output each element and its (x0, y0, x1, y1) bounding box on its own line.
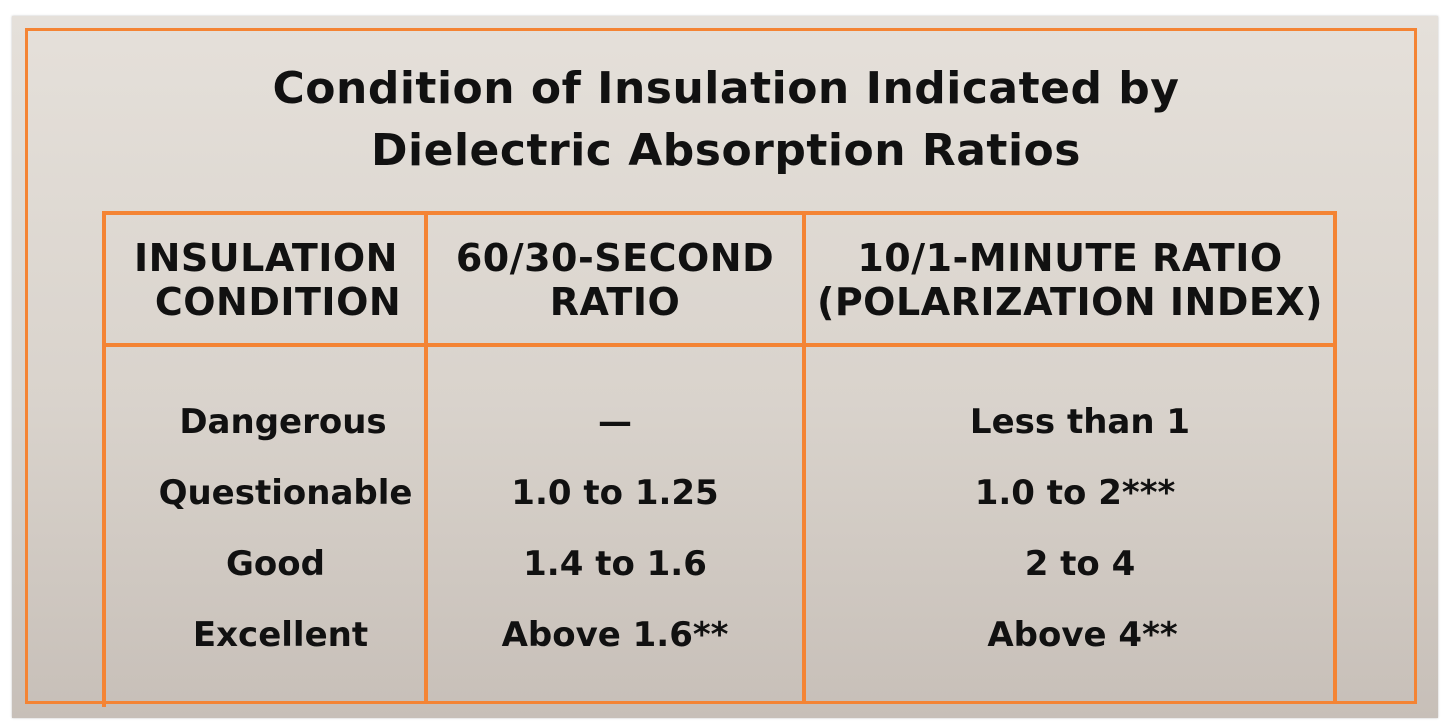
cell-condition-questionable: Questionable (158, 473, 413, 513)
slide-title: Condition of Insulation Indicated by Die… (100, 58, 1352, 182)
cell-condition-good: Good (226, 544, 325, 584)
table-left-border (102, 211, 106, 707)
table-top-border (104, 211, 1337, 215)
column-divider-2 (802, 211, 806, 704)
header-10-1-minute-ratio: 10/1-MINUTE RATIO (POLARIZATION INDEX) (816, 236, 1324, 324)
cell-ratio-60-30-dangerous: — (598, 402, 632, 442)
slide-background (12, 16, 1438, 718)
cell-ratio-10-1-good: 2 to 4 (1024, 544, 1136, 584)
header-bottom-border (104, 343, 1337, 347)
header-60-30-second-ratio: 60/30-SECOND RATIO (455, 236, 775, 324)
table-right-border (1333, 211, 1337, 704)
title-line-1: Condition of Insulation Indicated by (272, 63, 1180, 114)
cell-ratio-60-30-questionable: 1.0 to 1.25 (511, 473, 719, 513)
title-line-2: Dielectric Absorption Ratios (371, 125, 1081, 176)
cell-ratio-10-1-dangerous: Less than 1 (969, 402, 1191, 442)
cell-ratio-10-1-excellent: Above 4** (987, 615, 1178, 655)
cell-condition-excellent: Excellent (192, 615, 369, 655)
cell-ratio-10-1-questionable: 1.0 to 2*** (974, 473, 1176, 513)
header-insulation-condition: INSULATION CONDITION (133, 236, 402, 324)
cell-ratio-60-30-excellent: Above 1.6** (501, 615, 729, 655)
column-divider-1 (424, 211, 428, 704)
cell-ratio-60-30-good: 1.4 to 1.6 (523, 544, 707, 584)
outer-frame (25, 28, 1417, 704)
cell-condition-dangerous: Dangerous (179, 402, 387, 442)
